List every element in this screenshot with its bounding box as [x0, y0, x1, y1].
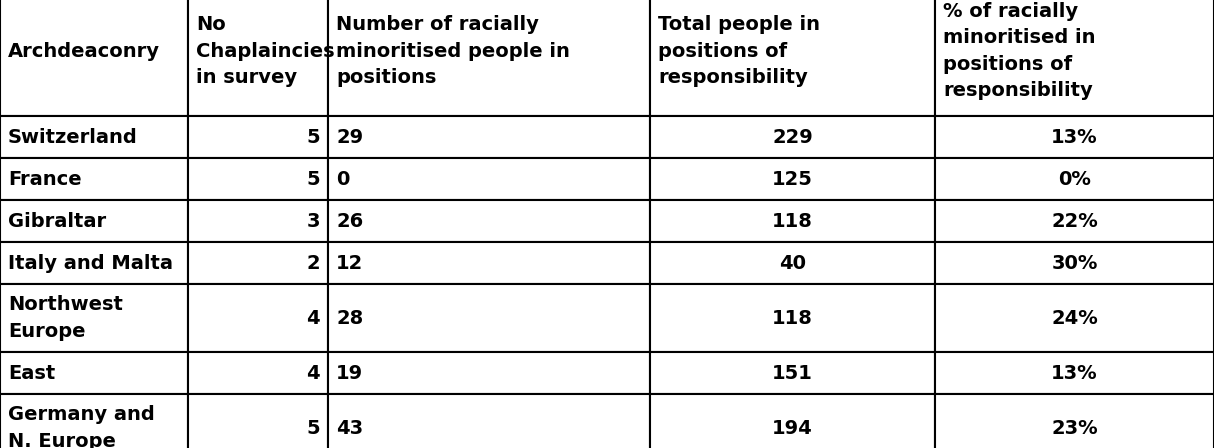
Bar: [649, 352, 935, 394]
Bar: [935, 116, 1214, 158]
Text: Germany and
N. Europe: Germany and N. Europe: [8, 405, 154, 448]
Bar: [649, 116, 935, 158]
Text: 22%: 22%: [1051, 211, 1097, 231]
Bar: [188, 200, 328, 242]
Bar: [649, 200, 935, 242]
Bar: [0, 0, 188, 116]
Bar: [0, 284, 188, 352]
Bar: [0, 394, 188, 448]
Bar: [0, 200, 188, 242]
Text: 118: 118: [772, 309, 813, 327]
Text: 118: 118: [772, 211, 813, 231]
Bar: [935, 200, 1214, 242]
Text: 23%: 23%: [1051, 418, 1097, 438]
Bar: [328, 394, 649, 448]
Bar: [649, 284, 935, 352]
Text: 194: 194: [772, 418, 813, 438]
Bar: [188, 242, 328, 284]
Bar: [188, 284, 328, 352]
Text: 3: 3: [306, 211, 320, 231]
Bar: [935, 242, 1214, 284]
Bar: [649, 242, 935, 284]
Text: % of racially
minoritised in
positions of
responsibility: % of racially minoritised in positions o…: [943, 2, 1095, 100]
Text: 24%: 24%: [1051, 309, 1097, 327]
Text: 29: 29: [336, 128, 363, 146]
Text: 13%: 13%: [1051, 363, 1097, 383]
Bar: [328, 0, 649, 116]
Bar: [935, 284, 1214, 352]
Text: 30%: 30%: [1051, 254, 1097, 272]
Text: 5: 5: [306, 169, 320, 189]
Text: 5: 5: [306, 418, 320, 438]
Text: France: France: [8, 169, 81, 189]
Text: 28: 28: [336, 309, 363, 327]
Text: 125: 125: [772, 169, 813, 189]
Text: 151: 151: [772, 363, 813, 383]
Text: 13%: 13%: [1051, 128, 1097, 146]
Text: 4: 4: [306, 363, 320, 383]
Bar: [328, 158, 649, 200]
Bar: [188, 158, 328, 200]
Bar: [649, 394, 935, 448]
Text: 40: 40: [779, 254, 806, 272]
Bar: [0, 116, 188, 158]
Text: Archdeaconry: Archdeaconry: [8, 42, 160, 60]
Text: Northwest
Europe: Northwest Europe: [8, 295, 123, 341]
Text: Number of racially
minoritised people in
positions: Number of racially minoritised people in…: [336, 15, 569, 87]
Text: 43: 43: [336, 418, 363, 438]
Bar: [328, 200, 649, 242]
Text: 12: 12: [336, 254, 363, 272]
Bar: [188, 116, 328, 158]
Bar: [0, 158, 188, 200]
Text: 26: 26: [336, 211, 363, 231]
Text: 229: 229: [772, 128, 813, 146]
Bar: [328, 352, 649, 394]
Text: 0%: 0%: [1059, 169, 1091, 189]
Text: 0: 0: [336, 169, 350, 189]
Bar: [649, 0, 935, 116]
Bar: [328, 116, 649, 158]
Bar: [649, 158, 935, 200]
Bar: [328, 242, 649, 284]
Bar: [328, 284, 649, 352]
Text: Total people in
positions of
responsibility: Total people in positions of responsibil…: [658, 15, 819, 87]
Bar: [188, 0, 328, 116]
Bar: [0, 352, 188, 394]
Text: 5: 5: [306, 128, 320, 146]
Bar: [935, 394, 1214, 448]
Bar: [188, 352, 328, 394]
Bar: [188, 394, 328, 448]
Text: 19: 19: [336, 363, 363, 383]
Bar: [935, 352, 1214, 394]
Text: 2: 2: [306, 254, 320, 272]
Text: No
Chaplaincies
in survey: No Chaplaincies in survey: [195, 15, 335, 87]
Text: Gibraltar: Gibraltar: [8, 211, 106, 231]
Text: 4: 4: [306, 309, 320, 327]
Text: Switzerland: Switzerland: [8, 128, 137, 146]
Bar: [935, 0, 1214, 116]
Bar: [935, 158, 1214, 200]
Text: Italy and Malta: Italy and Malta: [8, 254, 174, 272]
Bar: [0, 242, 188, 284]
Text: East: East: [8, 363, 56, 383]
